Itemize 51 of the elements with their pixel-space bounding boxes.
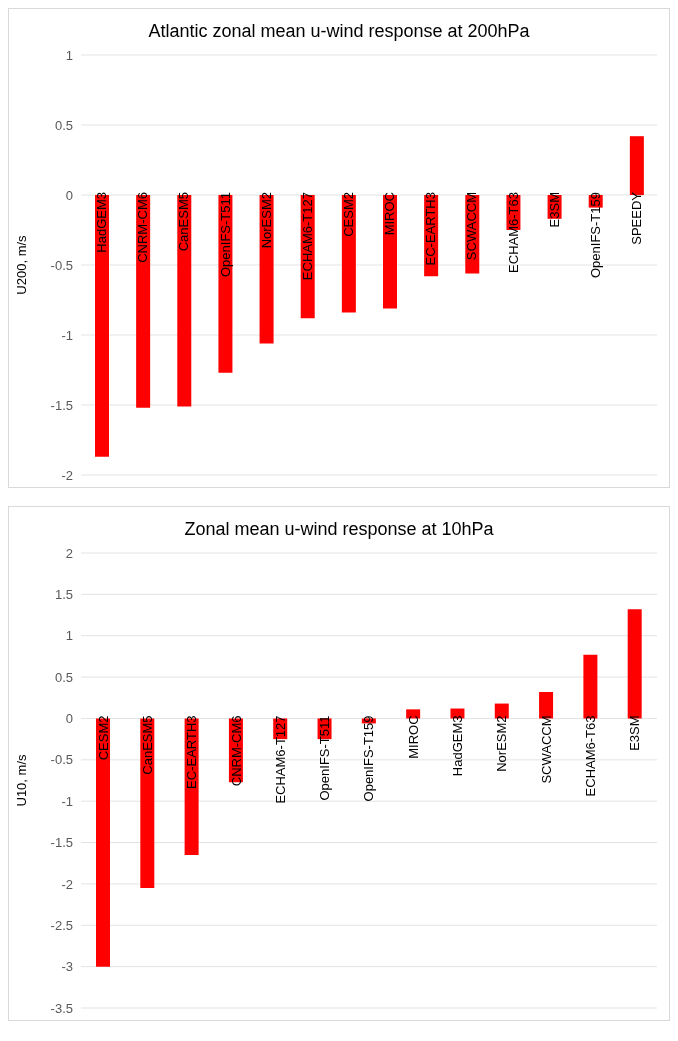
x-tick-label: ECHAM6-T127 bbox=[299, 192, 315, 281]
y-tick-label: -0.5 bbox=[50, 752, 73, 768]
x-tick-label: OpenIFS-T511 bbox=[217, 192, 233, 278]
x-tick-label: CESM2 bbox=[340, 192, 356, 237]
x-tick-label: ECHAM6-T63 bbox=[505, 192, 521, 273]
x-tick-label: SCWACCM bbox=[464, 192, 480, 261]
x-tick-label: OpenIFS-T159 bbox=[361, 715, 377, 802]
x-tick-label: CanESM5 bbox=[139, 715, 155, 775]
x-tick-label: CNRM-CM6 bbox=[228, 715, 244, 787]
y-tick-label: 1 bbox=[65, 47, 73, 63]
x-tick-label: EC-EARTH3 bbox=[423, 192, 439, 266]
x-tick-label: ECHAM6-T63 bbox=[583, 715, 599, 797]
y-tick-label: 1.5 bbox=[54, 586, 73, 602]
y-tick-label: -1 bbox=[61, 327, 73, 343]
x-tick-label: CanESM5 bbox=[176, 192, 192, 252]
x-tick-label: EC-EARTH3 bbox=[184, 715, 200, 789]
y-tick-label: -3 bbox=[61, 959, 73, 975]
chart-title: Zonal mean u-wind response at 10hPa bbox=[183, 518, 495, 540]
y-tick-label: -2 bbox=[61, 467, 73, 483]
y-tick-label: -0.5 bbox=[50, 257, 73, 273]
y-tick-label: 0.5 bbox=[54, 669, 73, 685]
x-tick-label: SPEEDY bbox=[628, 191, 644, 245]
x-tick-label: OpenIFS-T159 bbox=[587, 192, 603, 278]
y-tick-label: -1.5 bbox=[50, 397, 73, 413]
x-tick-label: HadGEM3 bbox=[94, 192, 110, 253]
x-tick-label: OpenIFS-T511 bbox=[317, 715, 333, 801]
chart-title: Atlantic zonal mean u-wind response at 200hPa bbox=[147, 20, 531, 42]
x-tick-label: NorESM2 bbox=[494, 715, 510, 772]
x-tick-label: MIROC bbox=[405, 715, 421, 759]
y-tick-label: 0 bbox=[65, 711, 73, 727]
y-axis-title: U10, m/s bbox=[13, 754, 29, 807]
y-tick-label: -3.5 bbox=[50, 1000, 73, 1016]
y-tick-label: 2 bbox=[65, 545, 73, 561]
x-tick-label: CESM2 bbox=[95, 715, 111, 761]
y-tick-label: 0.5 bbox=[54, 117, 73, 133]
x-tick-label: CNRM-CM6 bbox=[135, 192, 151, 263]
y-tick-label: 0 bbox=[65, 187, 73, 203]
x-tick-label: SCWACCM bbox=[538, 715, 554, 784]
x-tick-label: E3SM bbox=[627, 715, 643, 751]
bar bbox=[96, 718, 110, 967]
x-tick-label: MIROC bbox=[382, 192, 398, 236]
y-tick-label: -2.5 bbox=[50, 917, 73, 933]
x-tick-label: E3SM bbox=[546, 192, 562, 228]
y-tick-label: -1.5 bbox=[50, 835, 73, 851]
x-tick-label: ECHAM6-T127 bbox=[272, 715, 288, 804]
y-tick-label: 1 bbox=[65, 628, 73, 644]
x-tick-label: HadGEM3 bbox=[450, 715, 466, 777]
x-tick-label: NorESM2 bbox=[258, 192, 274, 249]
y-tick-label: -1 bbox=[61, 793, 73, 809]
y-tick-label: -2 bbox=[61, 876, 73, 892]
y-axis-title: U200, m/s bbox=[13, 234, 29, 295]
